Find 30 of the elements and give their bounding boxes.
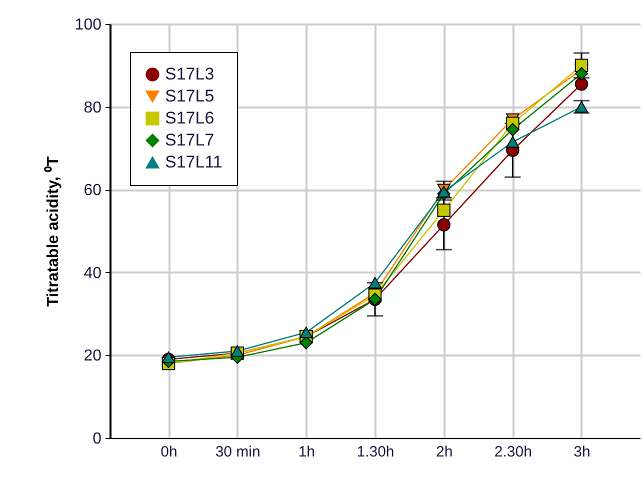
legend-label: S17L3: [165, 64, 214, 84]
y-tick-label: 60: [84, 182, 102, 200]
legend-label: S17L7: [165, 130, 214, 150]
x-tick-label: 1h: [298, 444, 316, 460]
point: [437, 218, 450, 232]
x-tick-label: 0h: [160, 444, 178, 460]
y-tick-label: 100: [74, 16, 102, 34]
point: [162, 351, 176, 364]
point: [506, 136, 520, 148]
y-tick-label: 0: [92, 430, 102, 448]
y-axis-title: Titratable acidity, ⁰T: [44, 156, 62, 307]
y-tick-label: 80: [84, 99, 102, 116]
point: [574, 77, 588, 91]
x-tick-label: 3h: [574, 444, 590, 460]
x-tick-label: 2.30h: [494, 444, 532, 460]
point: [506, 122, 520, 136]
x-tick-label: 2h: [436, 444, 453, 460]
point: [437, 204, 450, 217]
point: [300, 336, 313, 350]
x-tick-label: 30 min: [215, 444, 260, 460]
x-tick-label: 1.30h: [356, 444, 394, 460]
point: [230, 345, 244, 357]
point: [368, 276, 382, 289]
point: [300, 326, 313, 338]
y-tick-label: 40: [84, 264, 102, 282]
legend-label: S17L11: [165, 152, 222, 172]
legend-label: S17L6: [165, 108, 214, 128]
y-tick-label: 20: [84, 348, 102, 365]
legend-label: S17L5: [165, 86, 214, 106]
point: [574, 67, 588, 80]
